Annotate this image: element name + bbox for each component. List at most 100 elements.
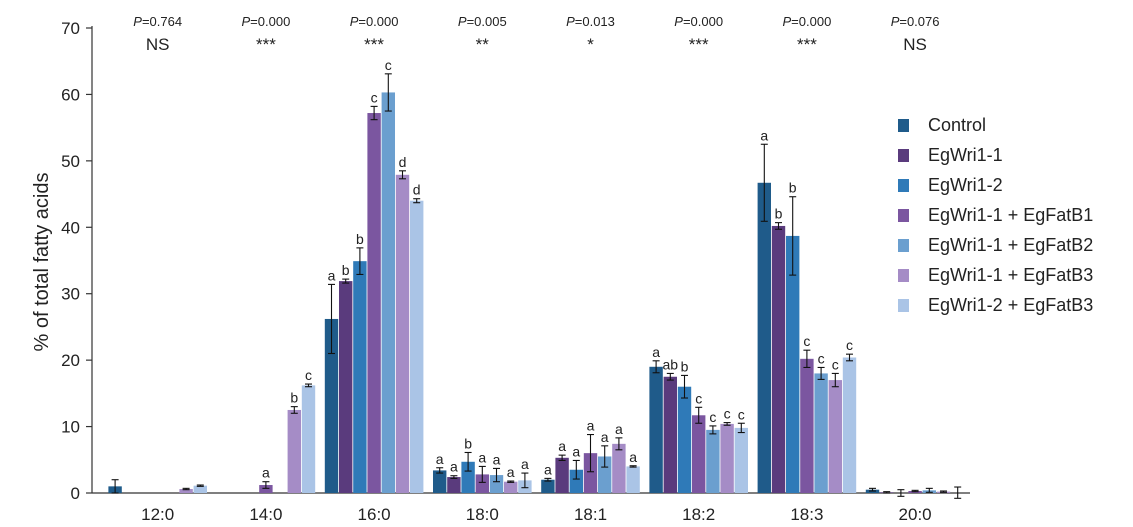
group-letter: d (413, 182, 421, 198)
legend-label: EgWri1-2 (928, 175, 1003, 195)
significance-label: *** (797, 35, 817, 54)
group-letter: c (832, 356, 839, 372)
bar (842, 357, 857, 493)
bar (447, 477, 461, 493)
group-letter: a (572, 443, 580, 459)
legend-swatch (898, 239, 909, 252)
bar (800, 358, 814, 493)
p-value-label: P=0.076 (891, 14, 940, 29)
y-tick-label: 70 (61, 19, 80, 38)
bar (771, 225, 786, 493)
significance-label: NS (146, 35, 170, 54)
group-letter: a (521, 456, 529, 472)
p-value-label: P=0.000 (242, 14, 291, 29)
group-letter: b (789, 180, 797, 196)
group-letter: a (601, 429, 609, 445)
x-tick-label: 18:1 (574, 505, 607, 524)
bar (663, 376, 677, 493)
bar (381, 92, 395, 493)
x-tick-label: 18:3 (790, 505, 823, 524)
legend: Control EgWri1-1 EgWri1-2 EgWri1-1 + EgFatB… (898, 115, 1093, 315)
group-letter: a (328, 267, 336, 283)
group-letter: c (385, 57, 392, 73)
legend-label: EgWri1-1 (928, 145, 1003, 165)
bars (108, 73, 962, 499)
axes: 0 10 20 30 40 50 60 70 12:0 14:0 16:0 18:0 18:1 18:2 1… (61, 19, 970, 524)
p-value-label: P=0.000 (350, 14, 399, 29)
bar (301, 385, 316, 493)
group-letter: b (290, 390, 298, 406)
group-letter: a (587, 418, 595, 434)
p-value-label: P=0.005 (458, 14, 507, 29)
bar (353, 261, 367, 493)
group-letter: a (558, 438, 566, 454)
p-value-label: P=0.000 (783, 14, 832, 29)
group-letter: a (478, 449, 486, 465)
significance-label: *** (256, 35, 276, 54)
bar (734, 427, 748, 493)
bar (287, 409, 301, 493)
bar (475, 474, 489, 493)
group-letter: a (615, 421, 623, 437)
bar (786, 235, 800, 493)
group-letter: a (262, 465, 270, 481)
bar (504, 481, 518, 493)
legend-label: EgWri1-2 + EgFatB3 (928, 295, 1093, 315)
bar (395, 174, 410, 494)
legend-swatch (898, 209, 909, 222)
group-letter: a (760, 127, 768, 143)
y-axis-label: % of total fatty acids (31, 173, 53, 352)
group-letter: b (775, 206, 783, 222)
x-tick-label: 12:0 (141, 505, 174, 524)
legend-label: EgWri1-1 + EgFatB3 (928, 265, 1093, 285)
bar (612, 443, 626, 493)
legend-label: EgWri1-1 + EgFatB2 (928, 235, 1093, 255)
p-value-label: P=0.000 (674, 14, 723, 29)
bar (339, 281, 353, 493)
significance-label: * (587, 35, 594, 54)
bar (626, 466, 640, 493)
group-letter: c (818, 350, 825, 366)
significance-label: ** (476, 35, 490, 54)
bar (489, 475, 504, 493)
group-letter: a (436, 451, 444, 467)
group-letter: a (507, 464, 515, 480)
bar (757, 182, 771, 493)
y-tick-label: 20 (61, 351, 80, 370)
group-letter: a (652, 344, 660, 360)
group-letter: c (803, 333, 810, 349)
group-letter: ab (663, 356, 679, 372)
p-value-label: P=0.764 (133, 14, 182, 29)
y-tick-label: 10 (61, 418, 80, 437)
group-letter: a (450, 459, 458, 475)
bar (677, 386, 692, 493)
significance-label: *** (364, 35, 384, 54)
y-tick-label: 50 (61, 152, 80, 171)
y-tick-label: 60 (61, 85, 80, 104)
group-letter: c (709, 409, 716, 425)
bar (259, 485, 273, 493)
legend-swatch (898, 149, 909, 162)
group-letter: a (629, 449, 637, 465)
y-tick-label: 40 (61, 218, 80, 237)
x-tick-label: 18:0 (466, 505, 499, 524)
group-letter: a (493, 451, 501, 467)
bar (433, 470, 447, 493)
bar (583, 453, 598, 493)
legend-swatch (898, 269, 909, 282)
bar (193, 485, 207, 493)
bar (367, 113, 381, 494)
x-tick-label: 18:2 (682, 505, 715, 524)
group-letter: c (695, 390, 702, 406)
group-letter: c (738, 406, 745, 422)
bar (598, 456, 612, 493)
group-letter: d (399, 154, 407, 170)
x-tick-label: 20:0 (899, 505, 932, 524)
group-letter: b (356, 231, 364, 247)
legend-label: EgWri1-1 + EgFatB1 (928, 205, 1093, 225)
y-tick-label: 30 (61, 285, 80, 304)
bar (828, 380, 842, 493)
y-tick-label: 0 (71, 484, 80, 503)
significance-label: *** (689, 35, 709, 54)
